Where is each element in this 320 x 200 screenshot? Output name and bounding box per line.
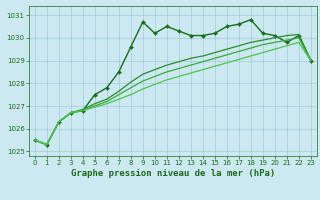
X-axis label: Graphe pression niveau de la mer (hPa): Graphe pression niveau de la mer (hPa) [71, 169, 275, 178]
